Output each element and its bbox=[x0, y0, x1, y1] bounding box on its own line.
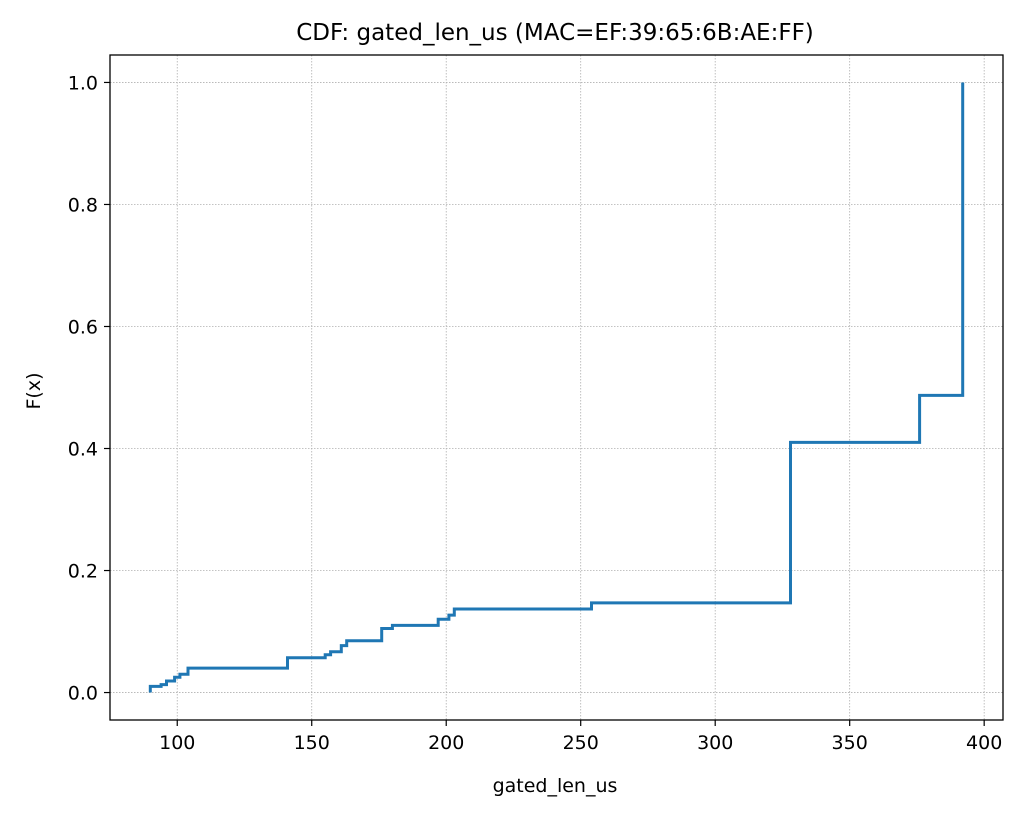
plot-frame bbox=[109, 54, 1004, 721]
y-tick-label: 0.0 bbox=[68, 683, 98, 705]
x-tick-label: 300 bbox=[697, 732, 733, 754]
x-tick-label: 100 bbox=[159, 732, 195, 754]
y-tick-label: 0.4 bbox=[68, 439, 98, 461]
x-axis-ticks: 100 150 200 250 300 350 400 bbox=[159, 720, 1002, 754]
y-tick-label: 0.8 bbox=[68, 194, 98, 216]
y-axis-ticks: 0.0 0.2 0.4 0.6 0.8 1.0 bbox=[68, 72, 110, 705]
x-tick-label: 200 bbox=[428, 732, 464, 754]
y-tick-label: 0.6 bbox=[68, 316, 98, 338]
cdf-line bbox=[148, 82, 965, 693]
x-tick-label: 350 bbox=[832, 732, 868, 754]
x-tick-label: 400 bbox=[966, 732, 1002, 754]
x-tick-label: 150 bbox=[294, 732, 330, 754]
y-tick-label: 0.2 bbox=[68, 561, 98, 583]
series-layer bbox=[148, 82, 965, 693]
grid bbox=[110, 55, 1003, 720]
y-tick-label: 1.0 bbox=[68, 72, 98, 94]
x-tick-label: 250 bbox=[563, 732, 599, 754]
x-axis-label: gated_len_us bbox=[493, 775, 618, 797]
chart-title: CDF: gated_len_us (MAC=EF:39:65:6B:AE:FF… bbox=[296, 20, 814, 46]
y-axis-label: F(x) bbox=[23, 373, 45, 410]
